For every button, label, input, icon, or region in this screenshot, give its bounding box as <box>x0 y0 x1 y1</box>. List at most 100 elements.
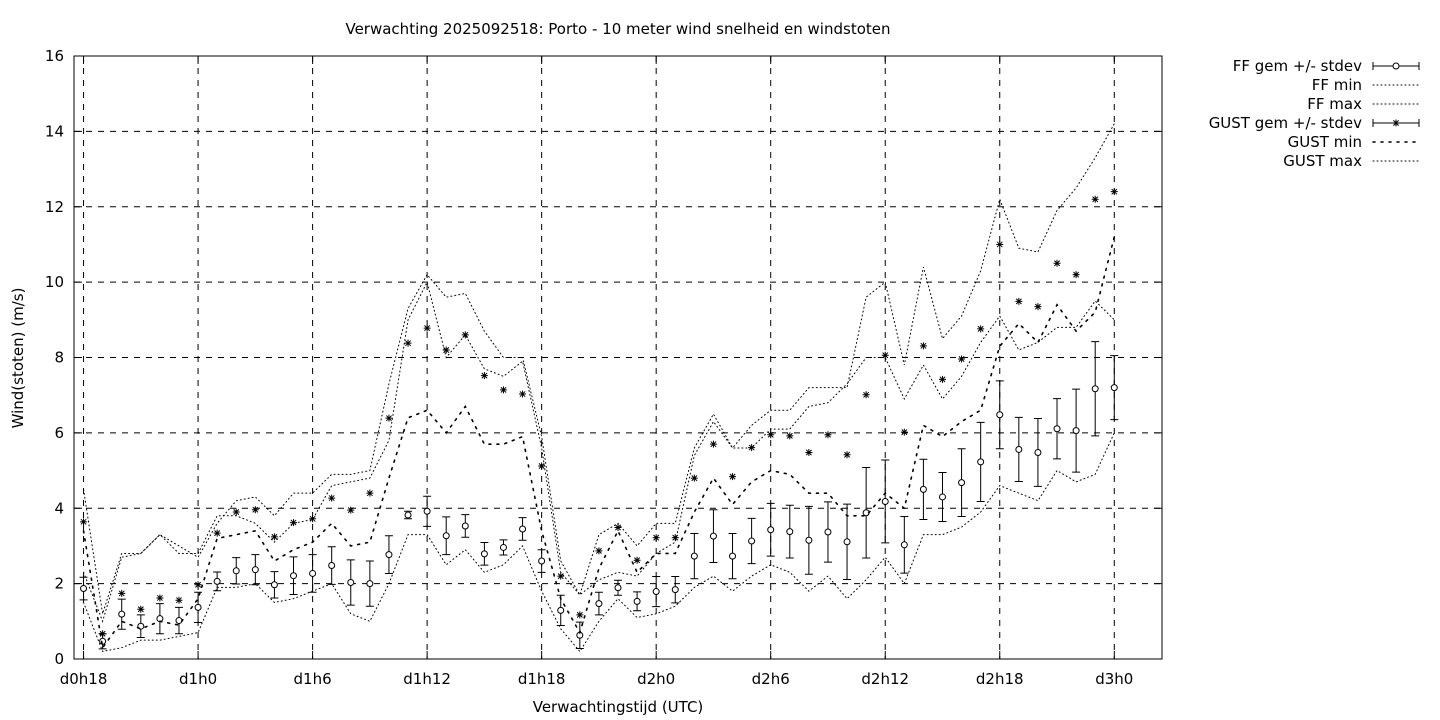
legend-marker <box>1392 62 1400 70</box>
data-point <box>690 552 698 560</box>
x-tick-label: d1h0 <box>179 670 217 688</box>
data-point <box>652 588 660 596</box>
data-point <box>900 428 908 436</box>
data-point <box>175 596 183 604</box>
data-point <box>996 240 1004 248</box>
series-line <box>83 123 1115 614</box>
series-line <box>83 280 1115 623</box>
x-tick-label: d1h12 <box>403 670 451 688</box>
data-point <box>80 585 88 593</box>
data-point <box>557 606 565 614</box>
legend-label: FF gem +/- stdev <box>1233 57 1362 75</box>
y-axis-label: Wind(stoten) (m/s) <box>9 288 27 429</box>
series-gust-max <box>83 123 1115 614</box>
y-tick-label: 10 <box>45 273 64 291</box>
data-point <box>194 603 202 611</box>
data-point <box>824 528 832 536</box>
data-point <box>423 324 431 332</box>
data-point <box>996 411 1004 419</box>
data-point <box>519 390 527 398</box>
data-point <box>385 414 393 422</box>
series-gust-min <box>82 236 1116 650</box>
data-point <box>862 391 870 399</box>
y-tick-label: 6 <box>54 424 64 442</box>
data-point <box>290 572 298 580</box>
data-point <box>633 597 641 605</box>
data-point <box>290 519 298 527</box>
data-point <box>366 489 374 497</box>
data-point <box>652 534 660 542</box>
data-point <box>137 605 145 613</box>
data-point <box>1091 385 1099 393</box>
data-point <box>958 355 966 363</box>
data-point <box>118 610 126 618</box>
data-point <box>80 518 88 526</box>
data-point <box>538 557 546 565</box>
data-point <box>748 444 756 452</box>
data-point <box>461 522 469 530</box>
data-point <box>729 552 737 560</box>
data-point <box>99 630 107 638</box>
data-point <box>538 462 546 470</box>
y-tick-label: 0 <box>54 650 64 668</box>
data-point <box>251 506 259 514</box>
data-point <box>1034 303 1042 311</box>
data-point <box>805 448 813 456</box>
x-tick-label: d2h18 <box>976 670 1024 688</box>
data-point <box>423 507 431 515</box>
data-point <box>328 562 336 570</box>
y-tick-label: 14 <box>45 122 64 140</box>
data-point <box>671 534 679 542</box>
data-point <box>958 479 966 487</box>
series-ff-max <box>83 280 1115 623</box>
data-point <box>480 550 488 558</box>
data-point <box>442 346 450 354</box>
data-point <box>1072 427 1080 435</box>
series-gust-gem-stdev <box>80 188 1118 638</box>
data-point <box>385 551 393 559</box>
series-line <box>83 432 1115 653</box>
x-tick-label: d3h0 <box>1095 670 1133 688</box>
axes: 0 2 4 6 8 10 12 14 16 d0h18 d1h0 d1h6 d1h12 d1h18 d2h0… <box>45 47 1162 688</box>
data-point <box>194 581 202 589</box>
y-tick-label: 2 <box>54 575 64 593</box>
data-point <box>499 386 507 394</box>
data-point <box>156 594 164 602</box>
data-point <box>824 431 832 439</box>
data-point <box>461 331 469 339</box>
legend-marker <box>1392 119 1400 127</box>
data-point <box>404 339 412 347</box>
data-point <box>767 431 775 439</box>
y-tick-label: 8 <box>54 349 64 367</box>
legend-label: FF min <box>1312 76 1362 94</box>
x-tick-label: d1h18 <box>518 670 566 688</box>
data-point <box>1053 259 1061 267</box>
data-point <box>1015 445 1023 453</box>
data-point <box>1072 271 1080 279</box>
legend-label: GUST gem +/- stdev <box>1209 114 1362 132</box>
data-point <box>347 506 355 514</box>
y-tick-label: 16 <box>45 47 64 65</box>
legend-label: FF max <box>1307 95 1362 113</box>
data-point <box>748 537 756 545</box>
data-point <box>118 589 126 597</box>
data-point <box>442 532 450 540</box>
data-point <box>709 440 717 448</box>
data-point <box>729 473 737 481</box>
legend-label: GUST max <box>1283 152 1362 170</box>
data-point <box>270 533 278 541</box>
data-point <box>328 494 336 502</box>
x-axis-label: Verwachtingstijd (UTC) <box>533 698 704 716</box>
y-tick-label: 12 <box>45 198 64 216</box>
data-point <box>404 511 412 519</box>
data-point <box>633 556 641 564</box>
data-point <box>1015 297 1023 305</box>
series-ff-min <box>83 432 1115 653</box>
data-point <box>1110 384 1118 392</box>
data-point <box>977 458 985 466</box>
data-point <box>1034 448 1042 456</box>
data-point <box>1110 188 1118 196</box>
data-point <box>519 525 527 533</box>
